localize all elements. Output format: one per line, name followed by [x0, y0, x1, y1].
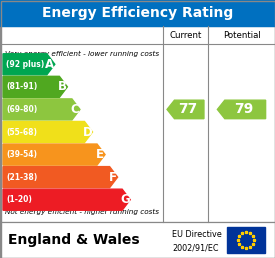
Text: England & Wales: England & Wales — [8, 233, 140, 247]
Text: Not energy efficient - higher running costs: Not energy efficient - higher running co… — [5, 209, 159, 215]
Text: B: B — [58, 80, 67, 93]
Polygon shape — [3, 189, 130, 210]
Text: F: F — [109, 171, 117, 184]
Polygon shape — [3, 122, 92, 142]
Bar — [227, 227, 265, 253]
Text: E: E — [96, 148, 104, 161]
Text: (21-38): (21-38) — [6, 173, 37, 182]
Text: Potential: Potential — [223, 30, 260, 39]
Text: EU Directive: EU Directive — [172, 230, 222, 239]
Text: D: D — [82, 125, 92, 139]
Text: Current: Current — [169, 30, 202, 39]
Polygon shape — [167, 100, 204, 119]
Text: 77: 77 — [178, 102, 197, 116]
Text: A: A — [45, 58, 54, 71]
Polygon shape — [3, 167, 118, 188]
Bar — [0, 222, 275, 258]
Text: (1-20): (1-20) — [6, 195, 32, 204]
Polygon shape — [3, 76, 67, 97]
Polygon shape — [217, 100, 266, 119]
Polygon shape — [3, 99, 80, 120]
Text: (55-68): (55-68) — [6, 127, 37, 136]
Polygon shape — [3, 144, 105, 165]
Text: (81-91): (81-91) — [6, 82, 37, 91]
Bar — [0, 0, 275, 26]
Text: (69-80): (69-80) — [6, 105, 37, 114]
Polygon shape — [3, 54, 55, 75]
Text: G: G — [120, 193, 130, 206]
Text: 2002/91/EC: 2002/91/EC — [172, 243, 219, 252]
Text: (92 plus): (92 plus) — [6, 60, 44, 69]
Text: (39-54): (39-54) — [6, 150, 37, 159]
Bar — [0, 26, 275, 222]
Text: 79: 79 — [234, 102, 253, 116]
Text: C: C — [71, 103, 79, 116]
Text: Very energy efficient - lower running costs: Very energy efficient - lower running co… — [5, 51, 159, 57]
Text: Energy Efficiency Rating: Energy Efficiency Rating — [42, 6, 233, 20]
